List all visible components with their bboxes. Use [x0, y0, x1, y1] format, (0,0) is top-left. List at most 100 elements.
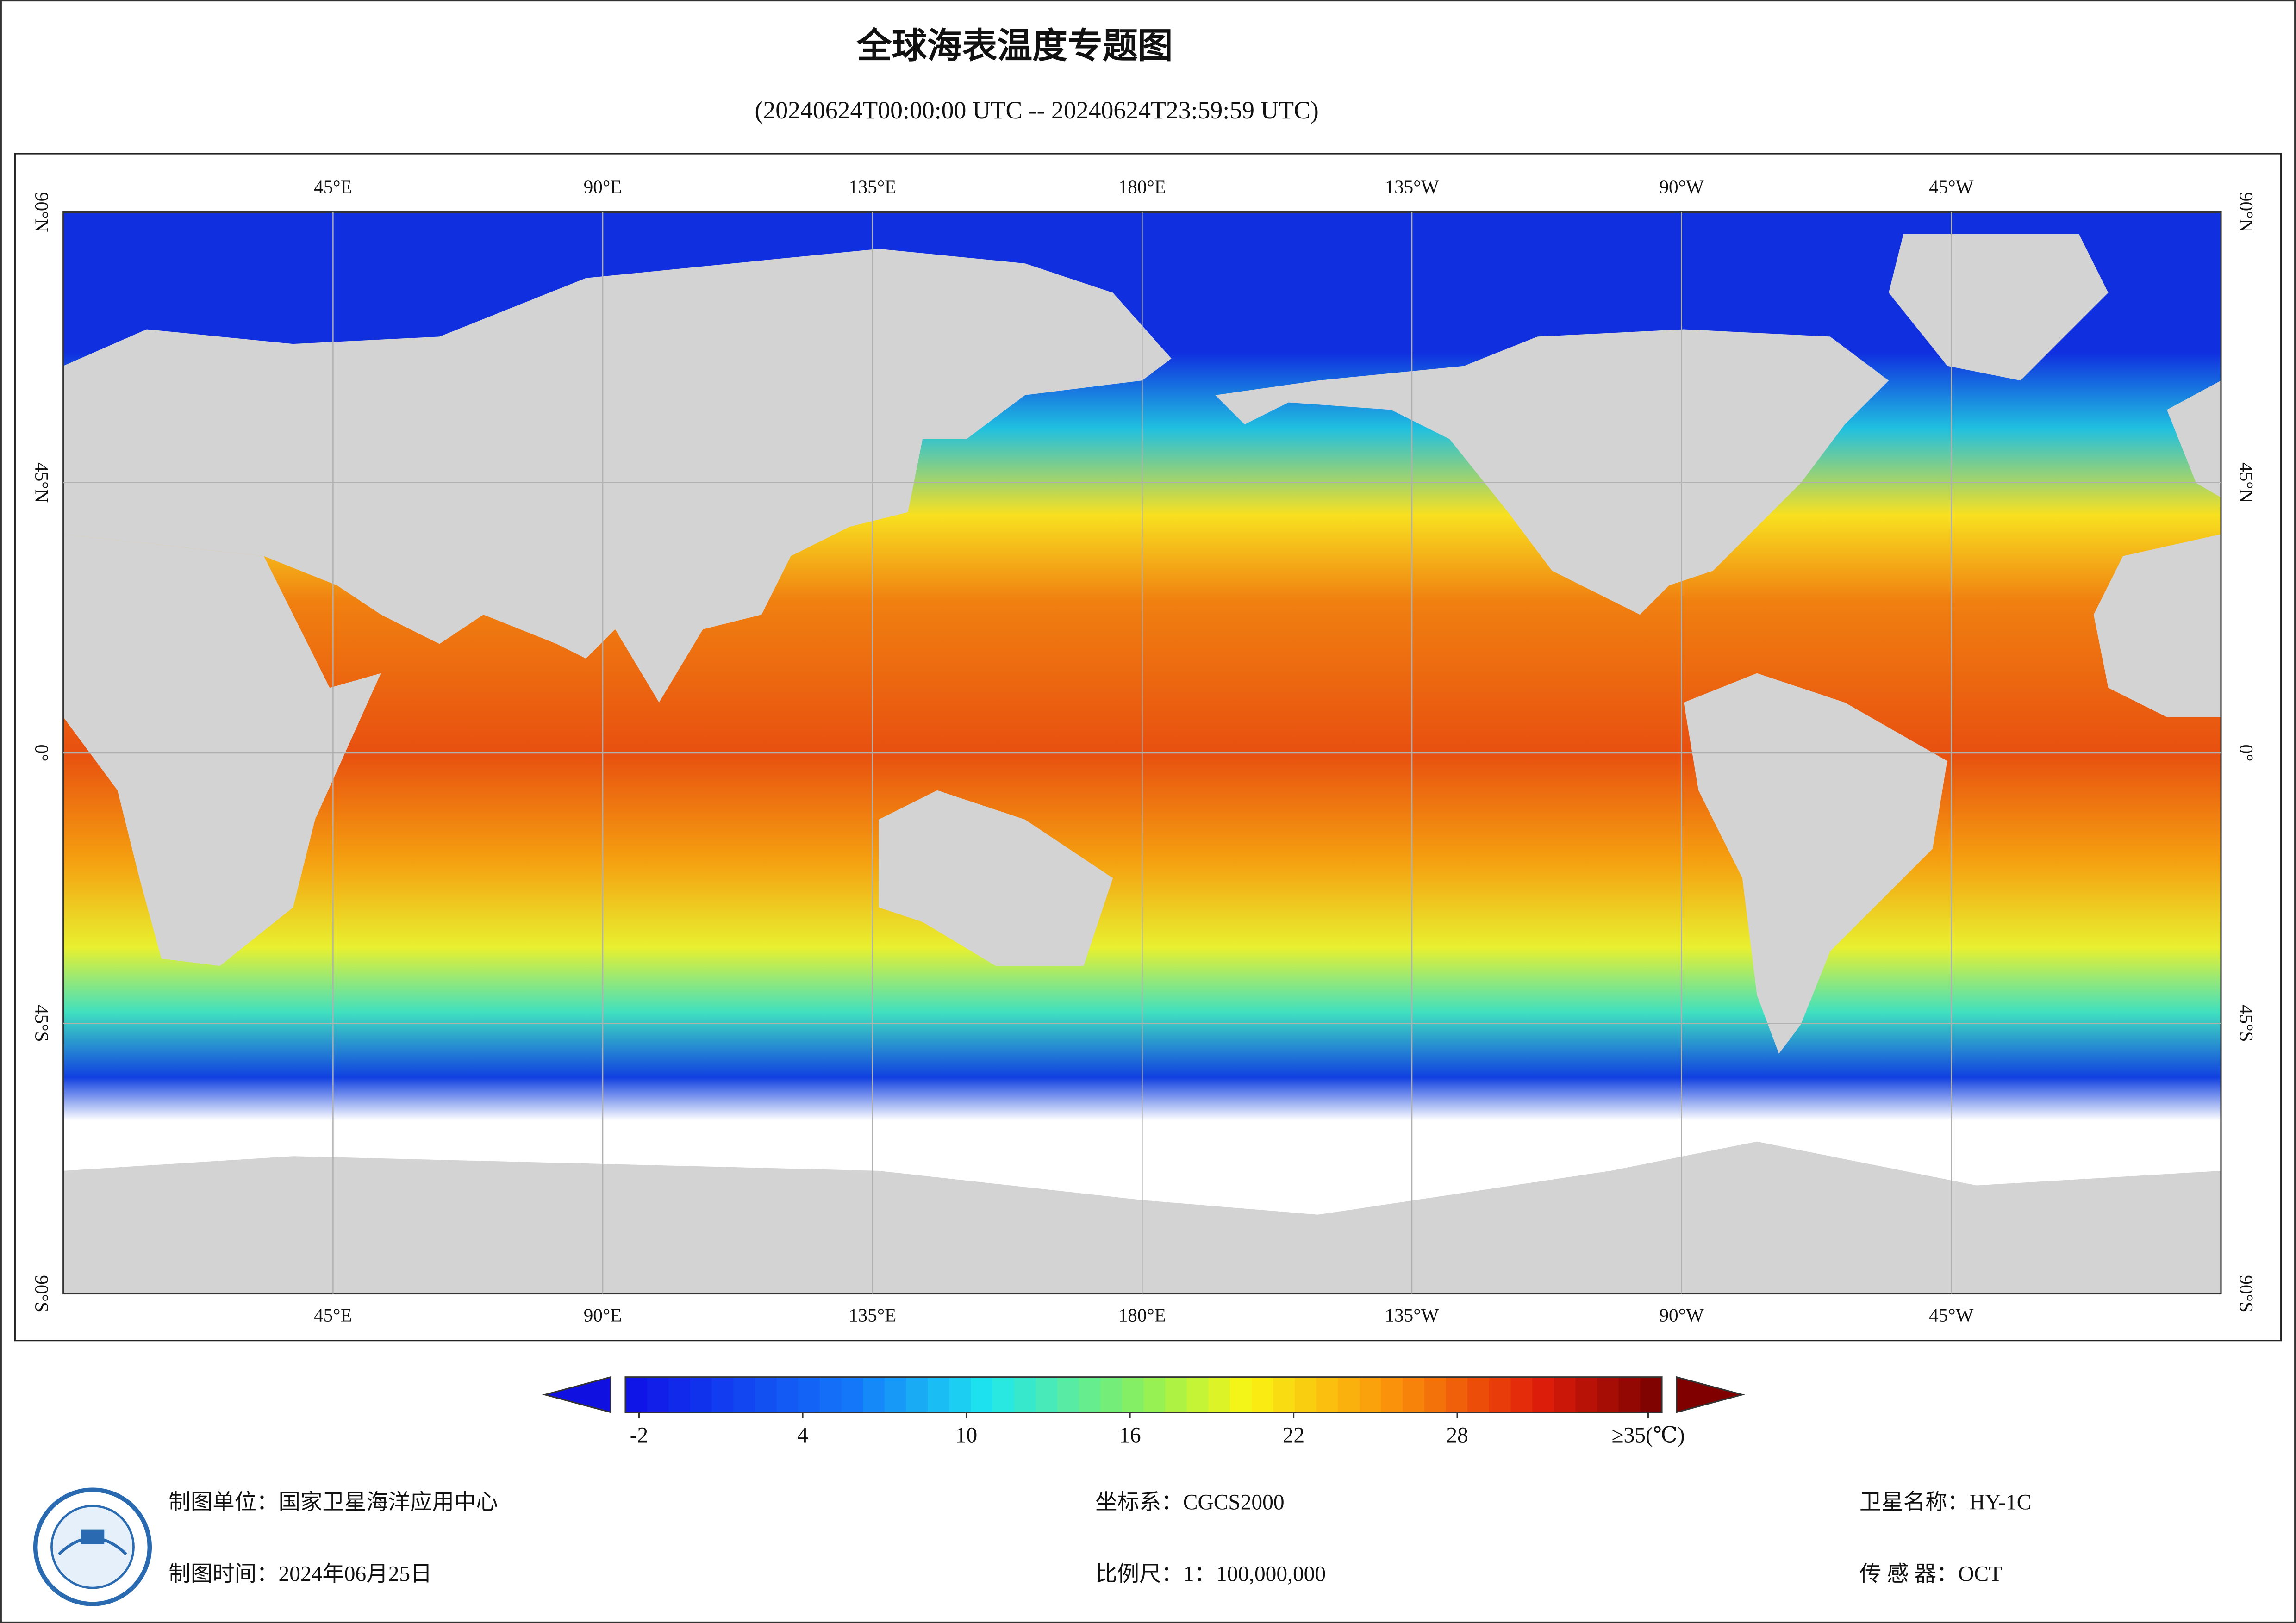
land [1684, 673, 1947, 1054]
colorbar-cell [928, 1377, 950, 1412]
colorbar-cell [1316, 1377, 1339, 1412]
colorbar-cell [1057, 1377, 1079, 1412]
colorbar-cell [1510, 1377, 1533, 1412]
colorbar-cell [1381, 1377, 1404, 1412]
colorbar-cell [1036, 1377, 1058, 1412]
colorbar-cell [1532, 1377, 1555, 1412]
colorbar-cell [733, 1377, 756, 1412]
land [1889, 234, 2109, 381]
colorbar-cell [1014, 1377, 1036, 1412]
colorbar-cell [1251, 1377, 1274, 1412]
colorbar-cell [1208, 1377, 1231, 1412]
lon-label-top: 90°W [1659, 176, 1704, 197]
colorbar-tick-label: ≥35(℃) [1611, 1423, 1685, 1447]
land [2166, 380, 2221, 498]
lon-label-top: 45°E [314, 176, 352, 197]
lon-label-top: 90°E [584, 176, 622, 197]
colorbar-tick-label: -2 [630, 1423, 649, 1447]
colorbar-tick-label: 4 [797, 1423, 808, 1447]
colorbar-cell [841, 1377, 864, 1412]
lat-label-left: 45°S [31, 1005, 53, 1042]
lat-label-left: 90°N [31, 192, 53, 232]
lon-label-top: 180°E [1118, 176, 1166, 197]
lon-label-bottom: 135°E [849, 1305, 896, 1326]
land [879, 790, 1113, 966]
land [1215, 329, 1889, 615]
lon-label-bottom: 45°E [314, 1305, 352, 1326]
footer-sensor: 传 感 器：OCT [1859, 1562, 2002, 1586]
colorbar-cell [1424, 1377, 1447, 1412]
title: 全球海表温度专题图 [856, 27, 1173, 66]
lat-label-left: 90°S [31, 1275, 53, 1312]
colorbar-tick-label: 10 [955, 1423, 977, 1447]
colorbar-cell [1359, 1377, 1382, 1412]
footer-crs: 坐标系：CGCS2000 [1095, 1491, 1284, 1515]
land [2093, 534, 2221, 717]
colorbar-cell [1467, 1377, 1490, 1412]
lat-label-right: 90°N [2236, 192, 2257, 232]
colorbar-cell [798, 1377, 821, 1412]
colorbar-tick-label: 28 [1446, 1423, 1468, 1447]
colorbar-cell [1295, 1377, 1317, 1412]
colorbar-tick-label: 16 [1119, 1423, 1141, 1447]
map-area [62, 211, 2222, 1295]
lat-label-left: 45°N [31, 462, 53, 503]
colorbar-cell [1338, 1377, 1360, 1412]
footer-scale: 比例尺：1：100,000,000 [1095, 1562, 1326, 1586]
colorbar-border [624, 1376, 1663, 1413]
lon-label-top: 135°E [849, 176, 896, 197]
colorbar-cell [906, 1377, 929, 1412]
colorbar-cell [1640, 1377, 1663, 1412]
colorbar-cell [819, 1377, 842, 1412]
map-frame [14, 153, 2282, 1342]
colorbar-cell [992, 1377, 1015, 1412]
colorbar-cell [1618, 1377, 1641, 1412]
colorbar-cell [647, 1377, 669, 1412]
colorbar-cell [949, 1377, 972, 1412]
colorbar-cell [971, 1377, 993, 1412]
colorbar-tick-label: 22 [1283, 1423, 1304, 1447]
colorbar-low-arrow [542, 1376, 612, 1413]
lat-label-left: 0° [31, 745, 53, 762]
colorbar-cell [668, 1377, 691, 1412]
colorbar: -2 4 10 16 22 28 ≥35(℃) [624, 1376, 1685, 1447]
lat-label-right: 0° [2236, 745, 2257, 762]
colorbar-cell [755, 1377, 777, 1412]
lon-label-bottom: 45°W [1929, 1305, 1974, 1326]
lon-label-top: 135°W [1385, 176, 1439, 197]
colorbar-cell [690, 1377, 712, 1412]
footer-satellite: 卫星名称：HY-1C [1859, 1491, 2031, 1515]
lon-label-bottom: 180°E [1118, 1305, 1166, 1326]
footer-unit: 制图单位：国家卫星海洋应用中心 [168, 1491, 498, 1515]
colorbar-cell [1575, 1377, 1598, 1412]
lat-label-right: 45°S [2236, 1005, 2257, 1042]
colorbar-cell [1597, 1377, 1619, 1412]
lon-label-bottom: 90°E [584, 1305, 622, 1326]
colorbar-cell [1489, 1377, 1511, 1412]
subtitle: (20240624T00:00:00 UTC -- 20240624T23:59… [755, 96, 1319, 124]
colorbar-cell [1273, 1377, 1296, 1412]
colorbar-cell [625, 1377, 648, 1412]
colorbar-cell [1143, 1377, 1166, 1412]
colorbar-cell [1230, 1377, 1252, 1412]
lon-label-bottom: 135°W [1385, 1305, 1439, 1326]
colorbar-cell [863, 1377, 886, 1412]
colorbar-cell [1079, 1377, 1101, 1412]
lon-label-top: 45°W [1929, 176, 1974, 197]
colorbar-cell [776, 1377, 799, 1412]
colorbar-cell [1165, 1377, 1188, 1412]
colorbar-high-arrow [1676, 1376, 1746, 1413]
footer-date: 制图时间：2024年06月25日 [168, 1562, 432, 1586]
lon-label-bottom: 90°W [1659, 1305, 1704, 1326]
colorbar-cell [1122, 1377, 1144, 1412]
land [63, 534, 381, 966]
land [63, 249, 1172, 703]
logo [33, 1487, 152, 1606]
colorbar-cell [711, 1377, 734, 1412]
colorbar-cell [1446, 1377, 1468, 1412]
colorbar-cell [1403, 1377, 1425, 1412]
colorbar-cell [884, 1377, 907, 1412]
